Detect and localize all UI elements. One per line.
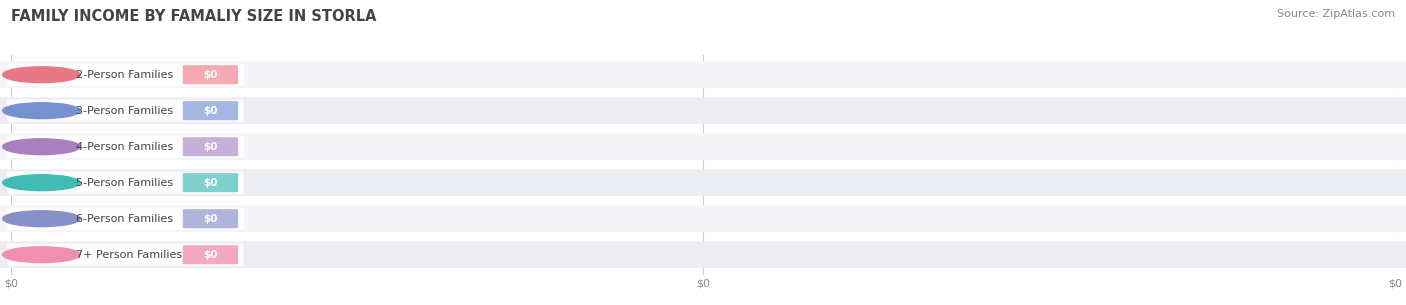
Text: $0: $0 [204,106,218,116]
FancyBboxPatch shape [7,208,243,230]
Ellipse shape [3,175,80,191]
FancyBboxPatch shape [0,205,1406,232]
Text: $0: $0 [204,178,218,188]
FancyBboxPatch shape [0,133,1406,160]
Text: 5-Person Families: 5-Person Families [76,178,173,188]
FancyBboxPatch shape [7,172,243,194]
Ellipse shape [3,67,80,83]
Ellipse shape [3,139,80,155]
FancyBboxPatch shape [7,64,243,86]
FancyBboxPatch shape [183,65,238,84]
FancyBboxPatch shape [0,97,1406,124]
Text: 2-Person Families: 2-Person Families [76,70,173,80]
FancyBboxPatch shape [7,100,243,122]
Text: FAMILY INCOME BY FAMALIY SIZE IN STORLA: FAMILY INCOME BY FAMALIY SIZE IN STORLA [11,9,377,24]
Text: 7+ Person Families: 7+ Person Families [76,250,183,260]
Text: $0: $0 [204,250,218,260]
Ellipse shape [3,247,80,263]
Text: $0: $0 [204,142,218,152]
FancyBboxPatch shape [183,209,238,228]
Ellipse shape [3,103,80,119]
FancyBboxPatch shape [0,169,1406,196]
FancyBboxPatch shape [7,244,243,266]
FancyBboxPatch shape [183,137,238,156]
FancyBboxPatch shape [0,61,1406,88]
Text: $0: $0 [204,70,218,80]
FancyBboxPatch shape [7,136,243,158]
FancyBboxPatch shape [0,241,1406,268]
FancyBboxPatch shape [183,173,238,192]
Ellipse shape [3,211,80,227]
FancyBboxPatch shape [183,101,238,120]
Text: $0: $0 [204,214,218,224]
Text: 6-Person Families: 6-Person Families [76,214,173,224]
FancyBboxPatch shape [183,245,238,264]
Text: Source: ZipAtlas.com: Source: ZipAtlas.com [1277,9,1395,19]
Text: 4-Person Families: 4-Person Families [76,142,173,152]
Text: 3-Person Families: 3-Person Families [76,106,173,116]
